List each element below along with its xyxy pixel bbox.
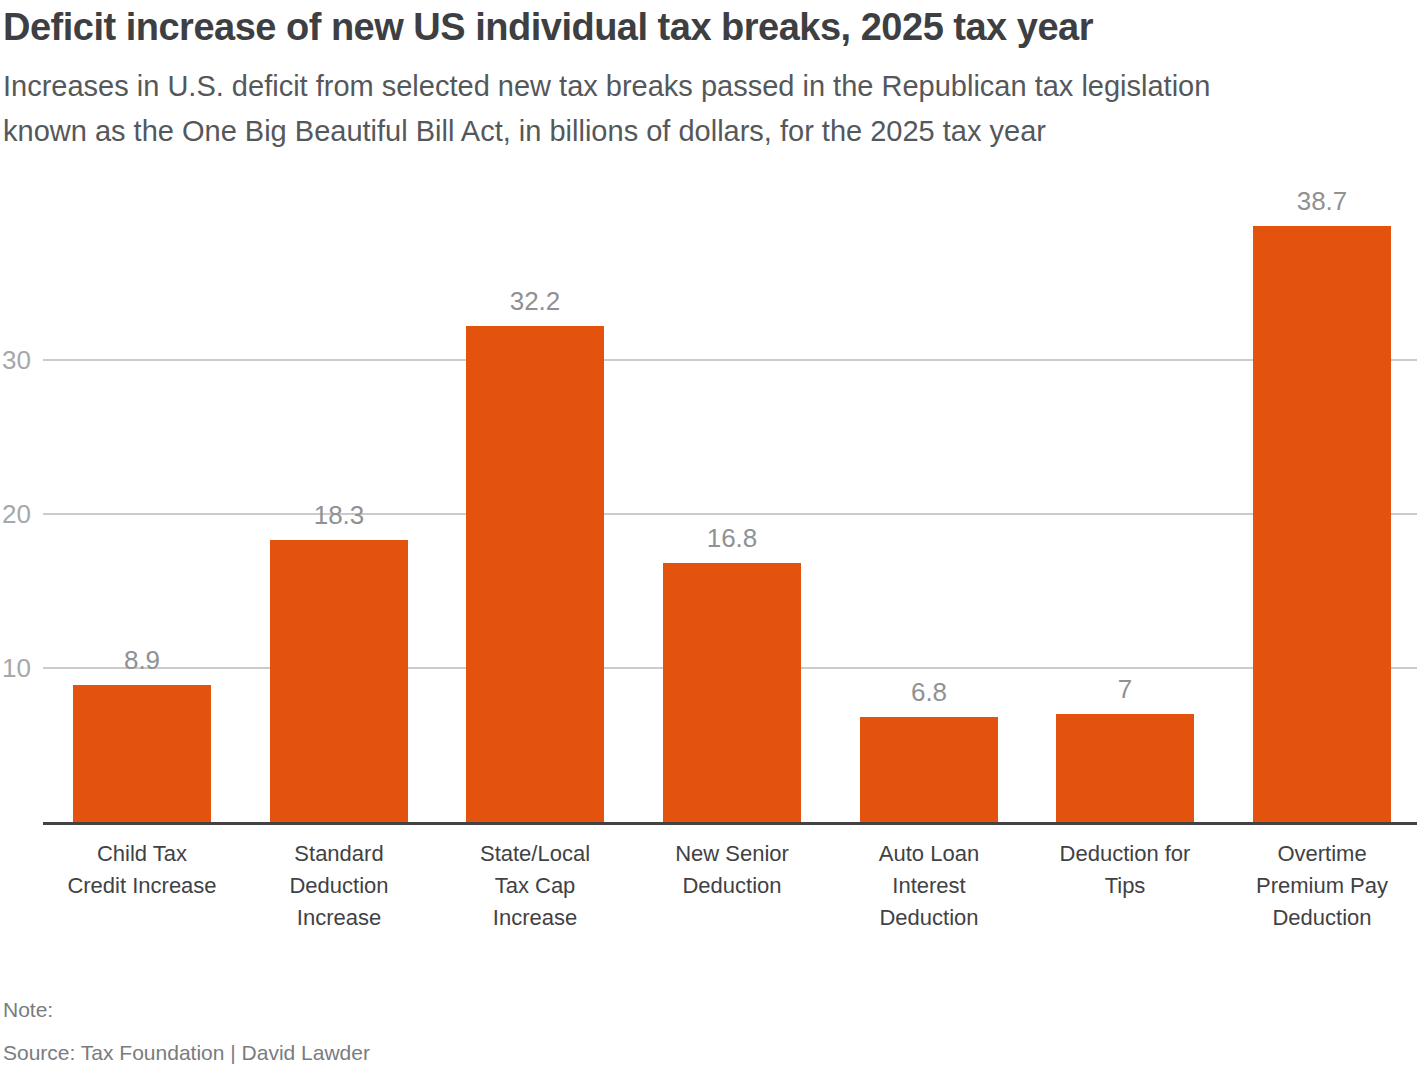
bar-value-label: 38.7 bbox=[1232, 186, 1412, 216]
bar bbox=[1056, 714, 1194, 822]
x-axis-category-label: State/Local Tax Cap Increase bbox=[435, 838, 635, 934]
x-axis-category-label: New Senior Deduction bbox=[632, 838, 832, 902]
x-axis-category-label: Deduction for Tips bbox=[1025, 838, 1225, 902]
bar bbox=[466, 326, 604, 822]
bar-value-label: 7 bbox=[1035, 674, 1215, 704]
y-tick-label-30: 30 bbox=[2, 344, 40, 376]
y-tick-label-10: 10 bbox=[2, 652, 40, 684]
x-axis-category-label: Auto Loan Interest Deduction bbox=[829, 838, 1029, 934]
x-axis-category-label: Standard Deduction Increase bbox=[239, 838, 439, 934]
bar bbox=[663, 563, 801, 822]
chart-title: Deficit increase of new US individual ta… bbox=[3, 6, 1403, 49]
x-axis-category-label: Child Tax Credit Increase bbox=[42, 838, 242, 902]
bar bbox=[270, 540, 408, 822]
x-axis-category-label: Overtime Premium Pay Deduction bbox=[1222, 838, 1420, 934]
bar bbox=[1253, 226, 1391, 822]
bar-value-label: 32.2 bbox=[445, 286, 625, 316]
bar bbox=[73, 685, 211, 822]
chart-subtitle: Increases in U.S. deficit from selected … bbox=[3, 64, 1403, 154]
note-text: Note: bbox=[3, 998, 53, 1022]
bar-value-label: 18.3 bbox=[249, 500, 429, 530]
bar bbox=[860, 717, 998, 822]
x-axis-line bbox=[43, 822, 1417, 825]
source-text: Source: Tax Foundation | David Lawder bbox=[3, 1041, 370, 1065]
y-tick-label-20: 20 bbox=[2, 498, 40, 530]
bar-value-label: 6.8 bbox=[839, 677, 1019, 707]
bar-value-label: 8.9 bbox=[52, 645, 232, 675]
gridline-30 bbox=[43, 359, 1417, 361]
chart-page: Deficit increase of new US individual ta… bbox=[0, 0, 1420, 1070]
bar-value-label: 16.8 bbox=[642, 523, 822, 553]
